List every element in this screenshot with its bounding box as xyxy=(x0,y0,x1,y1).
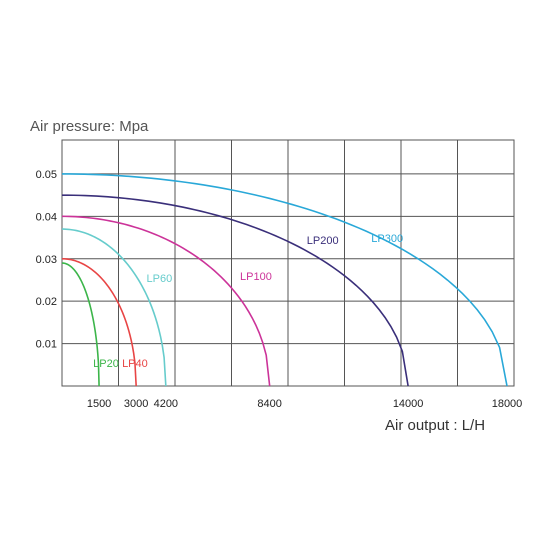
series-label-lp200: LP200 xyxy=(307,235,339,247)
series-label-lp40: LP40 xyxy=(122,358,148,370)
x-tick-labels: 1500 3000 4200 8400 14000 18000 xyxy=(87,398,522,410)
x-tick-label: 8400 xyxy=(257,398,281,410)
plot-grid xyxy=(61,139,515,387)
y-tick-label: 0.01 xyxy=(36,339,57,351)
series-curve-lp60 xyxy=(61,228,167,387)
series-curves xyxy=(61,173,508,387)
x-axis-title: Air output : L/H xyxy=(385,417,485,434)
y-tick-labels: 0.01 0.02 0.03 0.04 0.05 xyxy=(36,169,57,351)
x-tick-label: 4200 xyxy=(154,398,178,410)
series-labels: LP20 LP40 LP60 LP100 LP200 LP300 xyxy=(93,233,403,370)
y-tick-label: 0.02 xyxy=(36,296,57,308)
x-tick-label: 1500 xyxy=(87,398,111,410)
y-tick-label: 0.04 xyxy=(36,211,57,223)
series-label-lp100: LP100 xyxy=(240,271,272,283)
x-tick-label: 18000 xyxy=(492,398,523,410)
y-tick-label: 0.05 xyxy=(36,169,57,181)
y-gridlines xyxy=(62,173,514,345)
series-curve-lp20 xyxy=(61,262,100,387)
series-curve-lp40 xyxy=(61,257,137,387)
series-curve-lp300 xyxy=(61,173,508,387)
y-tick-label: 0.03 xyxy=(36,254,57,266)
series-label-lp300: LP300 xyxy=(371,233,403,245)
series-label-lp60: LP60 xyxy=(147,273,173,285)
x-tick-label: 3000 xyxy=(124,398,148,410)
series-curve-lp200 xyxy=(61,194,409,387)
x-tick-label: 14000 xyxy=(393,398,424,410)
y-axis-title: Air pressure: Mpa xyxy=(30,118,149,135)
series-curve-lp100 xyxy=(61,215,271,387)
series-label-lp20: LP20 xyxy=(93,358,119,370)
